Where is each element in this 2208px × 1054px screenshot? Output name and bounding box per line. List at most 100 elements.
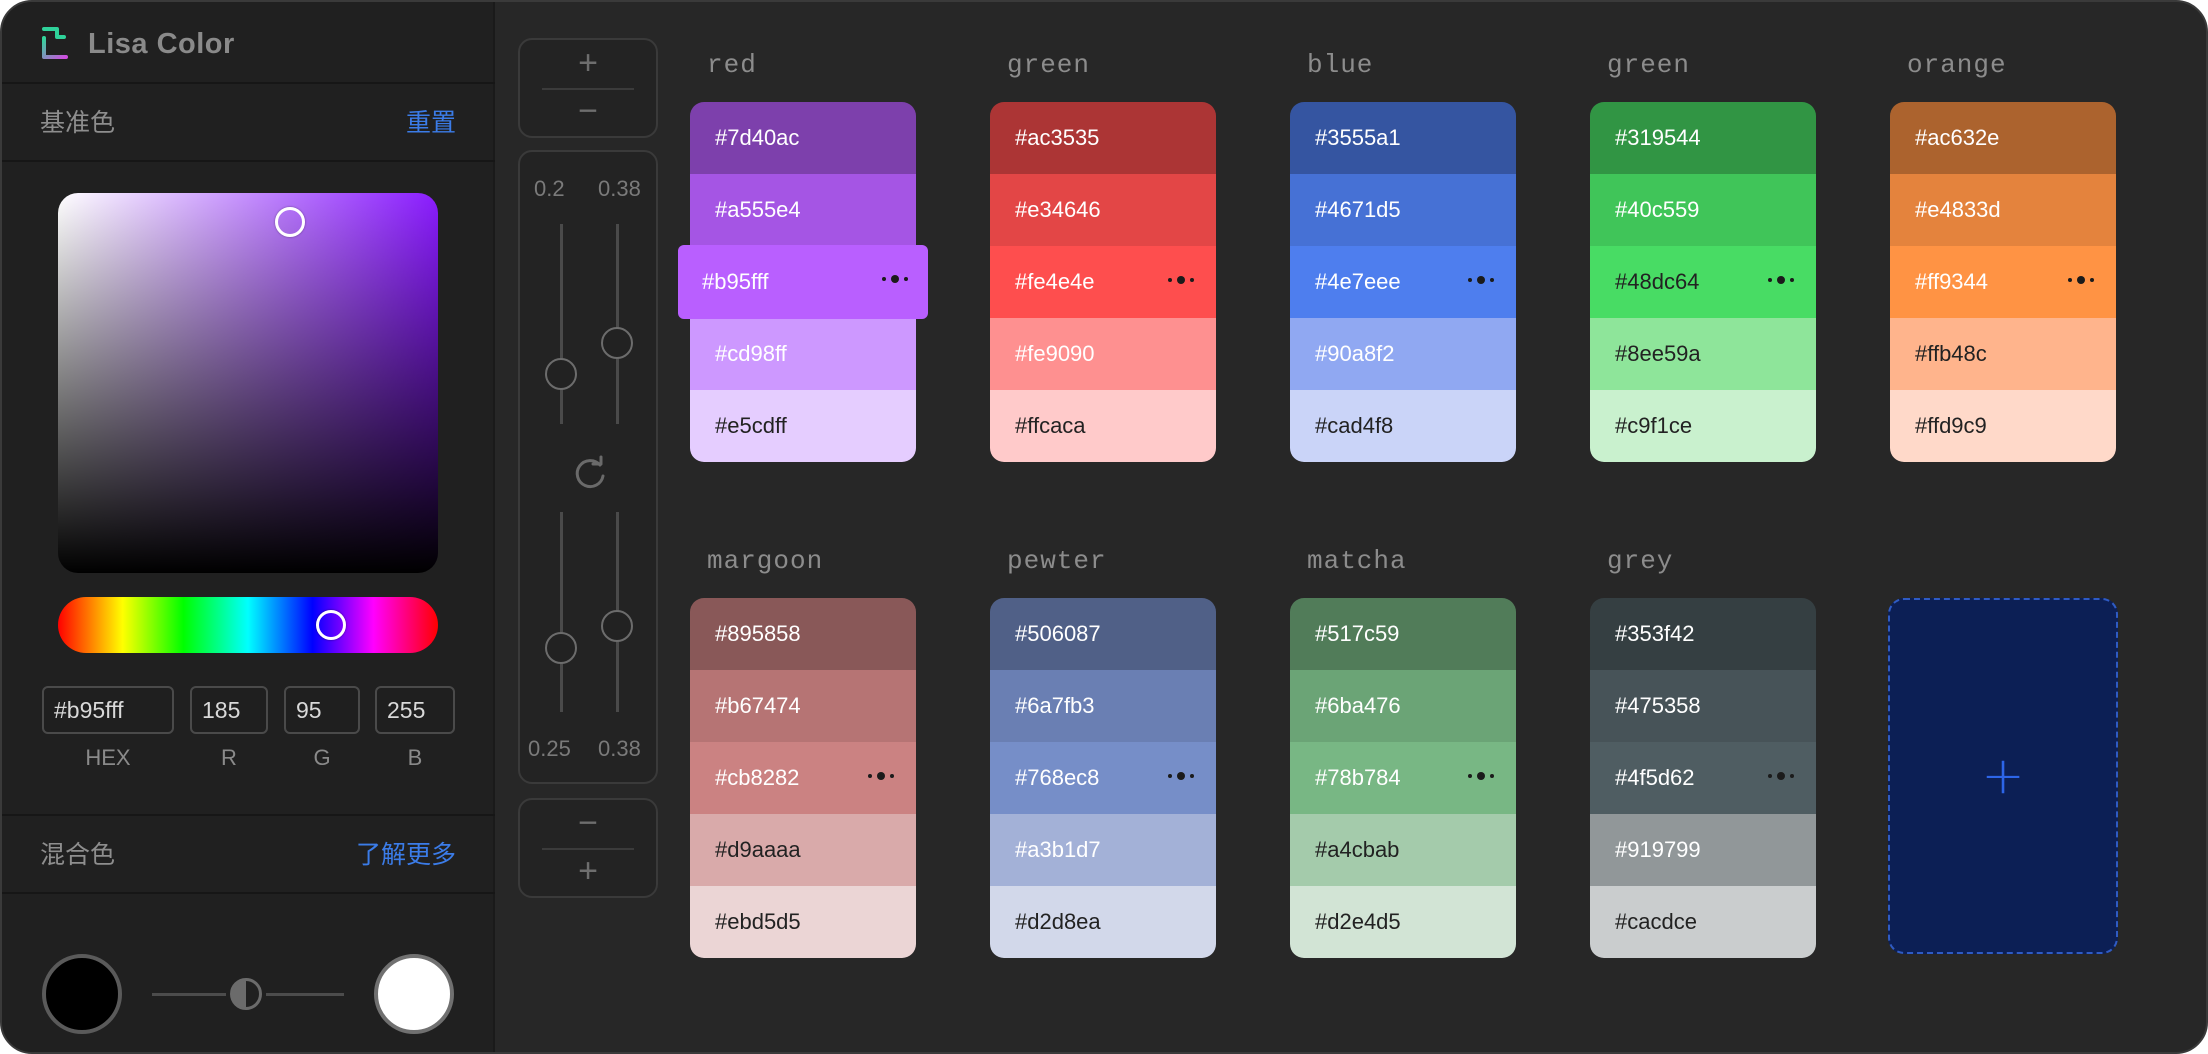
increase-button[interactable]: + [578, 852, 598, 890]
refresh-icon[interactable] [571, 455, 609, 493]
g-input[interactable]: 95 [284, 686, 360, 734]
color-swatch[interactable]: #ac632e [1890, 102, 2116, 174]
color-swatch[interactable]: #e34646 [990, 174, 1216, 246]
add-step-button[interactable]: + [578, 44, 598, 82]
plus-icon: + [1981, 746, 2025, 806]
mix-color-left-swatch[interactable] [42, 954, 122, 1034]
slider-handle-bottom-left[interactable] [545, 632, 577, 664]
swatch-hex-label: #3555a1 [1315, 125, 1401, 150]
more-icon[interactable] [1468, 772, 1494, 780]
color-swatch[interactable]: #895858 [690, 598, 916, 670]
sv-picker-handle[interactable] [275, 207, 305, 237]
color-swatch[interactable]: #a4cbab [1290, 814, 1516, 886]
color-swatch[interactable]: #b95fff [678, 245, 928, 319]
color-swatch[interactable]: #d2d8ea [990, 886, 1216, 958]
b-input[interactable]: 255 [375, 686, 455, 734]
color-swatch[interactable]: #6a7fb3 [990, 670, 1216, 742]
color-swatch[interactable]: #4f5d62 [1590, 742, 1816, 814]
color-swatch[interactable]: #4e7eee [1290, 246, 1516, 318]
swatch-hex-label: #cb8282 [715, 765, 800, 790]
slider-value-bottom-left: 0.25 [528, 736, 571, 761]
more-icon[interactable] [868, 772, 894, 780]
color-swatch[interactable]: #e4833d [1890, 174, 2116, 246]
swatch-hex-label: #b67474 [715, 693, 801, 718]
swatch-hex-label: #cacdce [1615, 909, 1697, 934]
color-swatch[interactable]: #b67474 [690, 670, 916, 742]
color-swatch[interactable]: #319544 [1590, 102, 1816, 174]
color-swatch[interactable]: #cb8282 [690, 742, 916, 814]
contrast-icon[interactable] [230, 978, 262, 1010]
saturation-value-picker[interactable] [58, 193, 438, 573]
add-palette-button[interactable]: + [1888, 598, 2118, 954]
more-icon[interactable] [1468, 276, 1494, 284]
slider-handle-bottom-right[interactable] [601, 610, 633, 642]
hue-slider[interactable] [58, 597, 438, 653]
slider-handle-top-left[interactable] [545, 358, 577, 390]
swatch-hex-label: #475358 [1615, 693, 1701, 718]
swatch-hex-label: #48dc64 [1615, 269, 1700, 294]
slider-handle-top-right[interactable] [601, 327, 633, 359]
color-swatch[interactable]: #4671d5 [1290, 174, 1516, 246]
mix-color-title: 混合色 [40, 840, 116, 869]
color-swatch[interactable]: #3555a1 [1290, 102, 1516, 174]
color-swatch[interactable]: #cacdce [1590, 886, 1816, 958]
more-icon[interactable] [1168, 772, 1194, 780]
color-swatch[interactable]: #ffb48c [1890, 318, 2116, 390]
divider [2, 82, 495, 84]
more-icon[interactable] [1768, 772, 1794, 780]
color-swatch[interactable]: #ac3535 [990, 102, 1216, 174]
color-swatch[interactable]: #506087 [990, 598, 1216, 670]
palette-card: #ac632e #e4833d #ff9344 #ffb48c #ffd9c9 [1890, 102, 2116, 462]
palette-name: grey [1607, 546, 1674, 576]
swatch-hex-label: #ffd9c9 [1915, 413, 1987, 438]
color-swatch[interactable]: #a3b1d7 [990, 814, 1216, 886]
color-swatch[interactable]: #cad4f8 [1290, 390, 1516, 462]
mix-color-right-swatch[interactable] [374, 954, 454, 1034]
remove-step-button[interactable]: − [578, 92, 598, 130]
slider-track [560, 224, 563, 424]
swatch-hex-label: #4671d5 [1315, 197, 1401, 222]
left-panel: Lisa Color 基准色 重置 #b95fff 185 95 255 HEX… [2, 2, 495, 1052]
color-swatch[interactable]: #768ec8 [990, 742, 1216, 814]
color-swatch[interactable]: #fe9090 [990, 318, 1216, 390]
reset-button[interactable]: 重置 [405, 108, 456, 137]
color-swatch[interactable]: #78b784 [1290, 742, 1516, 814]
color-swatch[interactable]: #475358 [1590, 670, 1816, 742]
color-swatch[interactable]: #90a8f2 [1290, 318, 1516, 390]
color-swatch[interactable]: #40c559 [1590, 174, 1816, 246]
r-input[interactable]: 185 [190, 686, 268, 734]
color-swatch[interactable]: #d9aaaa [690, 814, 916, 886]
color-swatch[interactable]: #7d40ac [690, 102, 916, 174]
more-icon[interactable] [1768, 276, 1794, 284]
lightness-sliders: 0.2 0.38 0.25 0.38 [518, 150, 658, 784]
base-color-title: 基准色 [40, 108, 116, 137]
color-swatch[interactable]: #353f42 [1590, 598, 1816, 670]
more-icon[interactable] [1168, 276, 1194, 284]
learn-more-link[interactable]: 了解更多 [355, 840, 456, 869]
color-swatch[interactable]: #a555e4 [690, 174, 916, 246]
color-swatch[interactable]: #d2e4d5 [1290, 886, 1516, 958]
color-swatch[interactable]: #c9f1ce [1590, 390, 1816, 462]
color-swatch[interactable]: #8ee59a [1590, 318, 1816, 390]
color-swatch[interactable]: #fe4e4e [990, 246, 1216, 318]
palette-card: #353f42 #475358 #4f5d62 #919799 #cacdce [1590, 598, 1816, 958]
more-icon[interactable] [882, 275, 908, 283]
color-swatch[interactable]: #ffcaca [990, 390, 1216, 462]
more-icon[interactable] [2068, 276, 2094, 284]
hue-slider-handle[interactable] [316, 610, 346, 640]
color-swatch[interactable]: #cd98ff [690, 318, 916, 390]
hex-input[interactable]: #b95fff [42, 686, 174, 734]
color-swatch[interactable]: #919799 [1590, 814, 1816, 886]
swatch-hex-label: #a3b1d7 [1015, 837, 1101, 862]
color-swatch[interactable]: #ebd5d5 [690, 886, 916, 958]
color-swatch[interactable]: #ffd9c9 [1890, 390, 2116, 462]
color-swatch[interactable]: #6ba476 [1290, 670, 1516, 742]
palette-name: blue [1307, 50, 1374, 80]
color-swatch[interactable]: #48dc64 [1590, 246, 1816, 318]
color-swatch[interactable]: #ff9344 [1890, 246, 2116, 318]
swatch-hex-label: #78b784 [1315, 765, 1401, 790]
color-swatch[interactable]: #e5cdff [690, 390, 916, 462]
swatch-hex-label: #ffb48c [1915, 341, 1987, 366]
color-swatch[interactable]: #517c59 [1290, 598, 1516, 670]
decrease-button[interactable]: − [578, 804, 598, 842]
